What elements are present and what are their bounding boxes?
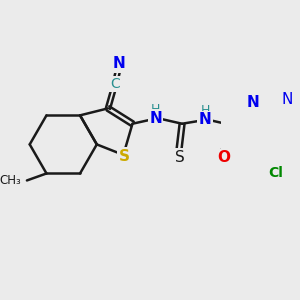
Text: C: C <box>110 77 120 91</box>
Text: N: N <box>281 92 292 107</box>
Text: S: S <box>175 150 185 165</box>
Text: N: N <box>199 112 211 127</box>
Text: N: N <box>246 95 259 110</box>
Text: CH₃: CH₃ <box>0 174 21 187</box>
Text: H: H <box>200 104 210 117</box>
Text: O: O <box>218 151 230 166</box>
Text: H: H <box>151 103 160 116</box>
Text: Cl: Cl <box>268 166 283 180</box>
Text: N: N <box>149 111 162 126</box>
Text: N: N <box>113 56 126 71</box>
Text: S: S <box>118 149 130 164</box>
